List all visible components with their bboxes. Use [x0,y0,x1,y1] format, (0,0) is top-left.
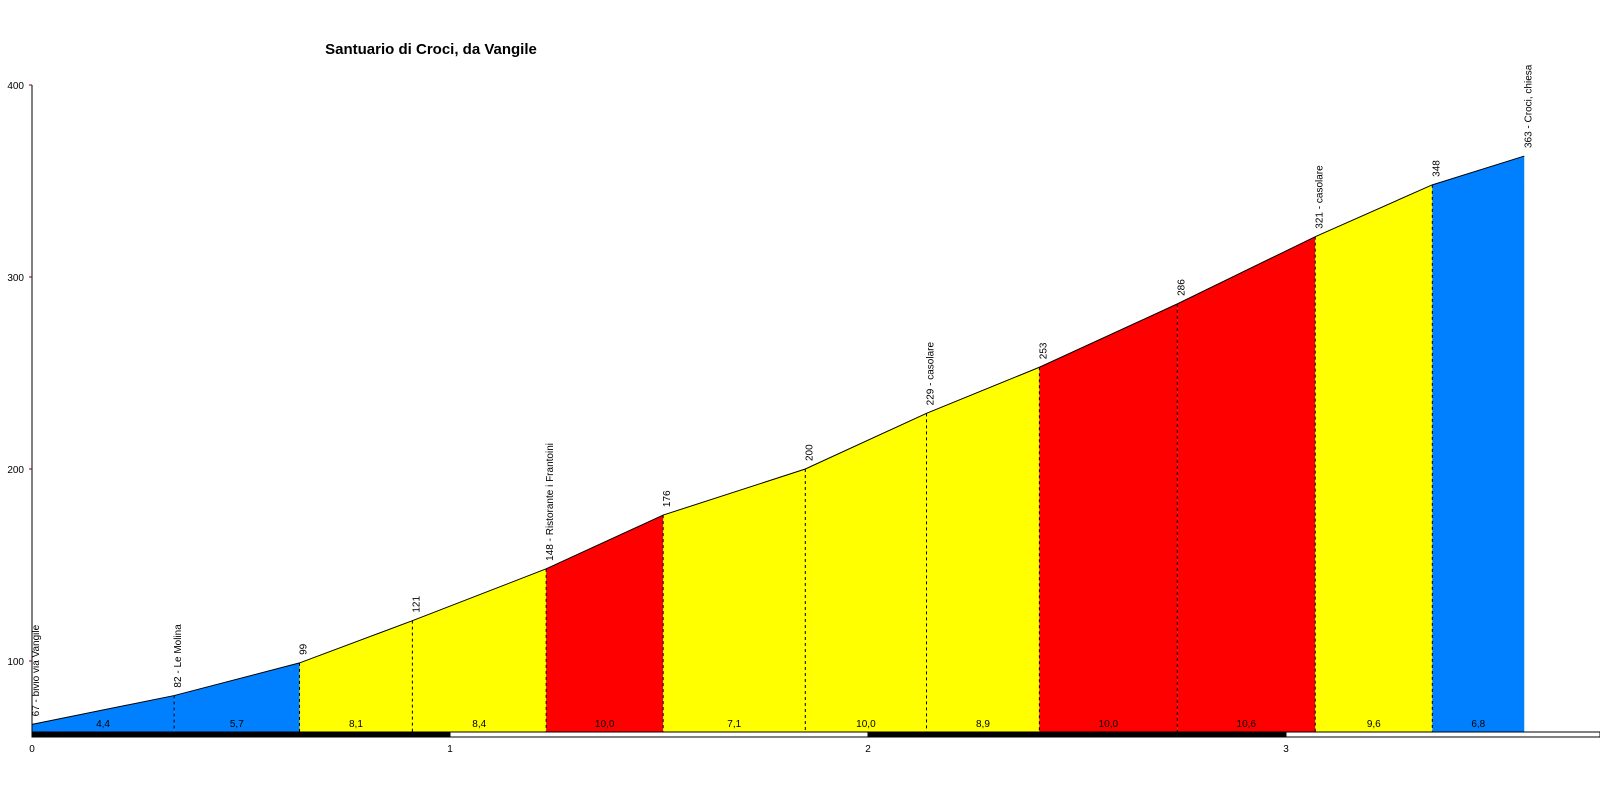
segment-area [926,367,1040,732]
point-label: 321 - casolare [1314,165,1325,229]
point-label: 200 [804,444,815,461]
y-tick-label: 400 [7,81,24,92]
segment-area [805,413,927,732]
axes: 100 200 300 400 0 1 2 3 [7,81,1600,755]
segment-gradient-label: 10,0 [1099,719,1119,730]
segment-area [412,568,547,732]
point-labels: 67 - bivio via Vangile 82 - Le Molina 99 12… [31,64,1534,716]
segment-gradient-label: 4,4 [96,719,110,730]
km-scale-bar [1285,731,1600,738]
point-label: 82 - Le Molina [173,624,184,688]
point-label: 253 [1038,342,1049,359]
point-label: 348 [1431,160,1442,177]
y-tick-label: 200 [7,465,24,476]
km-scale-bar [31,731,451,738]
segment-gradient-label: 8,4 [472,719,486,730]
gradient-labels: 4,4 5,7 8,1 8,4 10,0 7,1 10,0 8,9 10,0 10,6 9,6 6,8 [96,719,1486,730]
y-tick-label: 300 [7,273,24,284]
point-label: 229 - casolare [926,342,937,406]
segment-area [1315,184,1433,733]
segment-area [1177,236,1316,732]
y-tick-label: 100 [7,657,24,668]
point-label: 148 - Ristorante i Frantoini [545,443,556,561]
segment-area [663,469,806,732]
x-tick-label: 0 [29,744,35,755]
segment-gradient-label: 9,6 [1367,719,1381,730]
segment-gradient-label: 7,1 [727,719,741,730]
segment-gradient-label: 8,1 [349,719,363,730]
x-tick-label: 1 [447,744,453,755]
profile-outline [31,155,1525,732]
x-tick-label: 3 [1283,744,1289,755]
segment-gradient-label: 8,9 [976,719,990,730]
segment-gradient-label: 10,0 [856,719,876,730]
point-label: 121 [411,596,422,613]
chart-title: Santuario di Croci, da Vangile [325,41,537,58]
point-label: 286 [1176,279,1187,296]
segment-gradient-label: 10,6 [1237,719,1257,730]
point-label: 176 [662,490,673,507]
segment-area [1039,303,1178,732]
point-label: 363 - Croci, chiesa [1523,64,1534,148]
profile-segments [32,156,1525,733]
point-label: 99 [299,643,310,655]
segment-area [32,695,175,732]
segment-gradient-label: 5,7 [230,719,244,730]
point-label: 67 - bivio via Vangile [31,624,42,716]
x-tick-label: 2 [865,744,871,755]
km-scale-bar [867,731,1287,738]
km-scale-bar [449,731,869,738]
segment-area [299,620,413,732]
segment-area [174,662,300,732]
segment-area [1432,156,1525,733]
segment-gradient-label: 10,0 [595,719,615,730]
segment-area [546,515,664,732]
segment-gradient-label: 6,8 [1471,719,1485,730]
